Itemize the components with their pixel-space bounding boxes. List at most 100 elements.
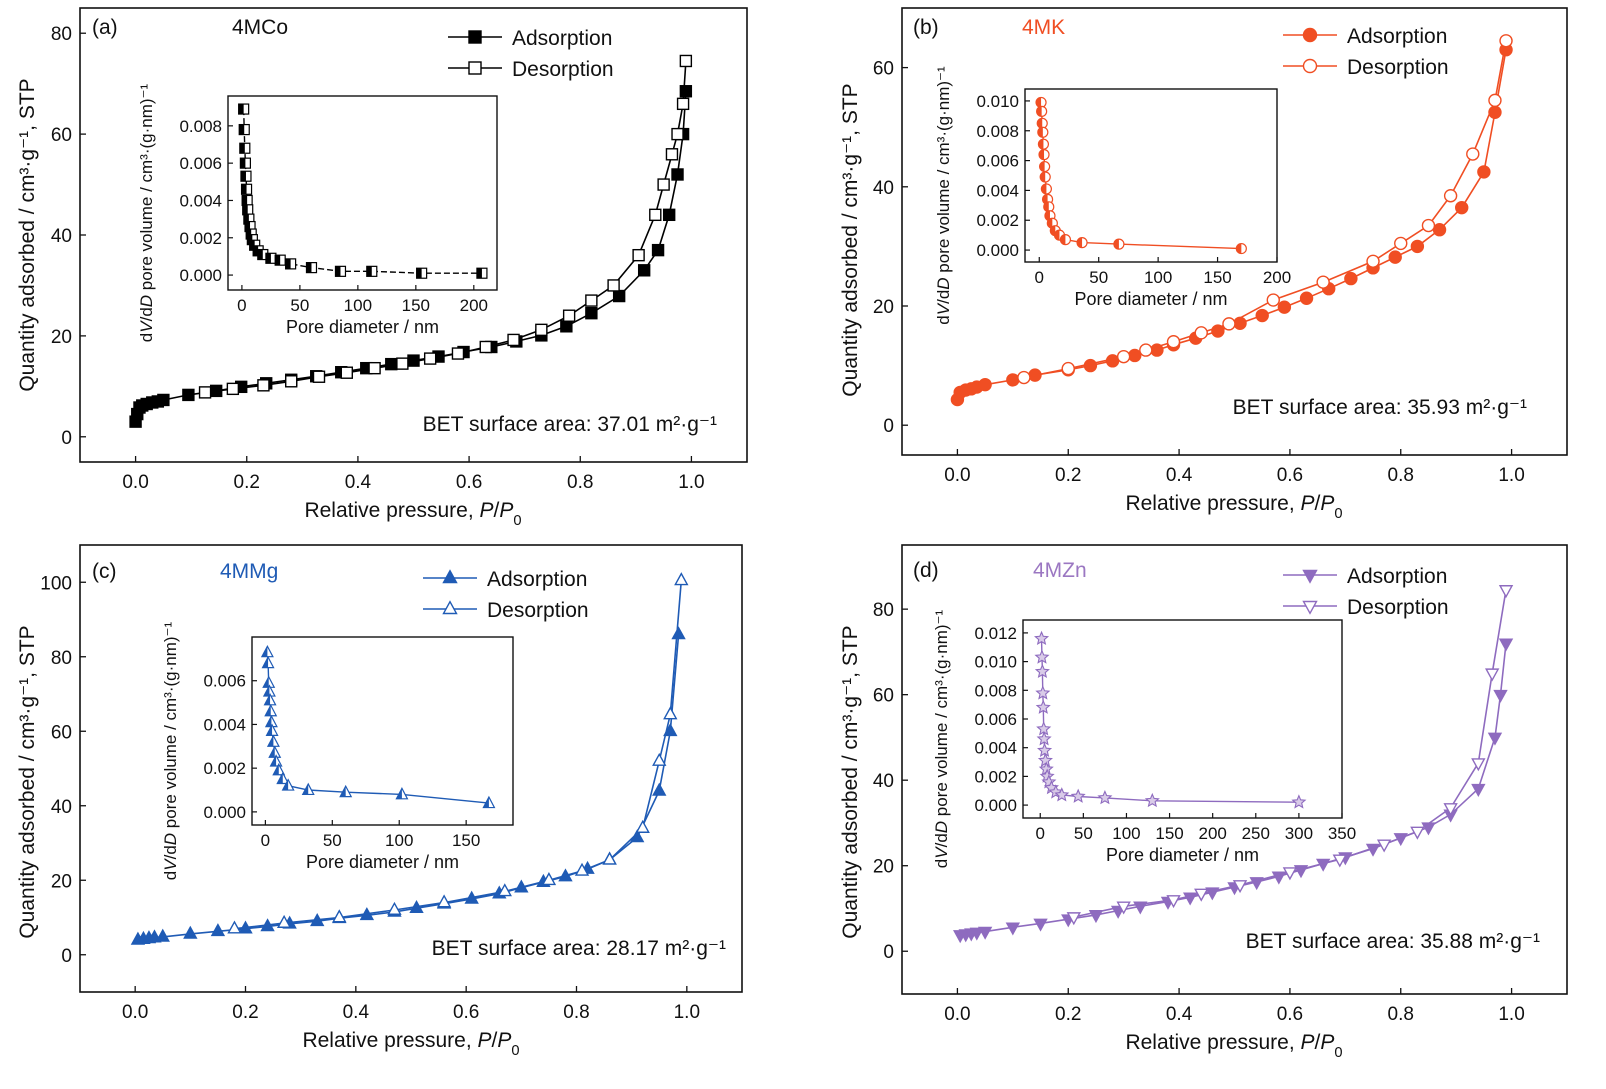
legend-entry-desorption: Desorption (448, 58, 614, 81)
data-point (1316, 275, 1330, 289)
y-tick-label: 40 (51, 797, 72, 818)
x-tick-label: 0.8 (563, 1002, 589, 1023)
y-axis-label: Quantity adsorbed / cm³·g⁻¹, STP (16, 78, 39, 391)
data-point (649, 208, 662, 222)
sample-name: 4MZn (1033, 559, 1087, 582)
y-tick-label: 40 (51, 226, 72, 247)
data-point (1498, 638, 1514, 652)
inset-data-point (1040, 183, 1052, 195)
y-tick-label: 60 (873, 686, 894, 707)
data-point (1066, 912, 1081, 926)
inset-x-tick-label: 350 (1328, 824, 1356, 843)
data-point (676, 97, 690, 111)
data-point (663, 706, 678, 720)
inset-data-point (238, 123, 250, 136)
inset-data-point (1039, 171, 1051, 183)
data-point (1166, 335, 1181, 349)
inset-data-point (266, 734, 280, 747)
inset-data-point (395, 787, 409, 800)
y-tick-label: 60 (51, 125, 72, 146)
x-tick-label: 0.4 (1166, 465, 1193, 486)
data-point (182, 388, 195, 402)
inset-y-tick-label: 0.008 (179, 117, 222, 136)
inset-x-tick-label: 100 (385, 831, 413, 850)
inset-data-point (1113, 238, 1125, 250)
inset-x-tick-label: 0 (261, 831, 270, 850)
data-point (257, 379, 270, 392)
data-point (1194, 888, 1209, 902)
data-point (387, 901, 402, 915)
panel-a: 0.0 0.2 0.4 0.6 0.8 1.0 0 20 40 60 80 Relative pres… (16, 7, 748, 529)
inset-y-tick-label: 0.000 (203, 803, 246, 822)
inset-x-tick-label: 150 (1155, 824, 1183, 843)
inset-data-point (334, 265, 347, 277)
data-point (1299, 291, 1314, 305)
data-point (1498, 585, 1514, 599)
data-point (674, 572, 689, 586)
y-tick-label: 20 (51, 327, 72, 348)
data-point (507, 333, 520, 347)
series-desorption (198, 54, 693, 399)
inset-y-tick-label: 0.004 (203, 715, 246, 734)
inset-y-tick-label: 0.012 (974, 624, 1017, 643)
x-tick-label: 0.4 (343, 1002, 370, 1023)
y-tick-label: 80 (51, 648, 72, 669)
series-line (960, 643, 1507, 936)
inset-y-axis-label: dV/dD pore volume / cm³·(g·nm)⁻¹ (934, 66, 953, 325)
data-point (1477, 165, 1491, 179)
inset-data-point (1043, 201, 1055, 213)
data-point (368, 361, 381, 375)
inset-data-point (1035, 685, 1051, 700)
panel-letter: (d) (913, 559, 939, 582)
inset-data-point (240, 170, 252, 182)
data-point (585, 306, 598, 320)
data-point (1471, 758, 1486, 772)
inset-data-point (339, 784, 353, 798)
x-tick-label: 0.4 (1166, 1004, 1193, 1025)
legend-marker (442, 600, 458, 615)
y-tick-label: 0 (883, 942, 894, 963)
inset-data-point (1097, 789, 1113, 805)
legend-entry-desorption: Desorption (423, 599, 589, 622)
data-point (977, 926, 993, 940)
inset-data-point (272, 763, 286, 776)
inset-data-point (1036, 117, 1048, 129)
inset-data-point (1039, 160, 1051, 173)
data-point (1194, 326, 1208, 340)
legend-marker (468, 61, 482, 75)
inset-y-axis-label: dV/dD pore volume / cm³·(g·nm)⁻¹ (137, 83, 156, 342)
data-point (423, 352, 437, 365)
y-tick-label: 0 (61, 428, 72, 449)
inset-data-point (1038, 149, 1050, 161)
inset-y-tick-label: 0.000 (179, 266, 222, 285)
inset-data-point (265, 723, 279, 737)
inset-x-axis-label: Pore diameter / nm (1106, 845, 1259, 865)
inset-y-tick-label: 0.004 (179, 191, 222, 210)
x-tick-label: 1.0 (1498, 465, 1524, 486)
inset-data-point (285, 258, 297, 270)
inset-data-point (274, 254, 286, 266)
data-point (1455, 200, 1469, 215)
inset-data-point (263, 693, 277, 706)
data-point (637, 264, 651, 277)
data-point (1266, 293, 1280, 307)
plot-frame (79, 544, 743, 993)
data-point (585, 294, 598, 307)
inset-x-tick-label: 50 (323, 831, 342, 850)
panel-letter: (b) (913, 16, 939, 39)
data-point (157, 393, 170, 407)
panel-b: 0.0 0.2 0.4 0.6 0.8 1.0 0 20 40 60 Relative pressu… (839, 7, 1568, 522)
inset-data-point (276, 771, 290, 785)
inset-data-point (1291, 794, 1307, 809)
inset-data-point (260, 644, 274, 658)
x-axis-label: Relative pressure, P/P0 (1125, 1031, 1342, 1061)
data-point (612, 289, 626, 303)
inset-data-point (1035, 96, 1047, 109)
legend-label: Desorption (1347, 56, 1449, 79)
data-point (436, 894, 452, 908)
data-point (607, 279, 620, 292)
legend-entry-adsorption: Adsorption (423, 568, 587, 591)
inset-data-point (1059, 234, 1072, 246)
inset-data-point (416, 267, 428, 279)
y-tick-label: 40 (873, 771, 894, 792)
